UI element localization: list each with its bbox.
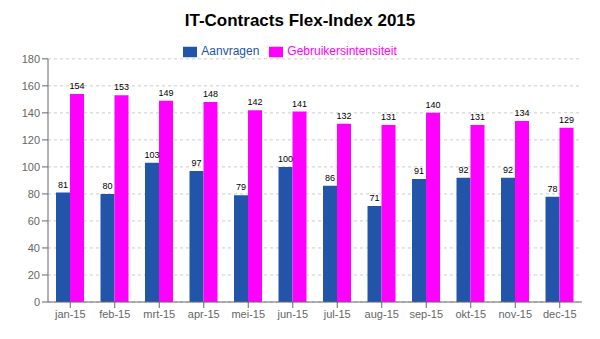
svg-text:81: 81 — [58, 180, 68, 190]
svg-text:80: 80 — [103, 181, 113, 191]
svg-text:103: 103 — [144, 150, 159, 160]
svg-text:160: 160 — [22, 80, 40, 92]
svg-text:sep-15: sep-15 — [409, 308, 443, 320]
svg-text:120: 120 — [22, 134, 40, 146]
svg-text:180: 180 — [22, 53, 40, 65]
svg-text:153: 153 — [114, 82, 129, 92]
svg-text:129: 129 — [559, 115, 574, 125]
svg-text:71: 71 — [370, 193, 380, 203]
svg-text:79: 79 — [236, 182, 246, 192]
svg-text:131: 131 — [470, 112, 485, 122]
svg-text:78: 78 — [548, 184, 558, 194]
svg-text:apr-15: apr-15 — [188, 308, 220, 320]
svg-text:140: 140 — [425, 100, 440, 110]
svg-text:140: 140 — [22, 107, 40, 119]
svg-text:148: 148 — [203, 89, 218, 99]
svg-text:100: 100 — [22, 161, 40, 173]
svg-text:60: 60 — [28, 215, 40, 227]
svg-text:154: 154 — [69, 81, 84, 91]
svg-text:97: 97 — [192, 158, 202, 168]
svg-text:40: 40 — [28, 242, 40, 254]
svg-text:132: 132 — [336, 111, 351, 121]
html-text:Aanvragen: Aanvragen — [201, 44, 260, 58]
svg-text:dec-15: dec-15 — [543, 308, 577, 320]
svg-text:mrt-15: mrt-15 — [143, 308, 175, 320]
svg-text:149: 149 — [158, 88, 173, 98]
svg-text:131: 131 — [381, 112, 396, 122]
svg-text:92: 92 — [459, 165, 469, 175]
svg-text:91: 91 — [414, 166, 424, 176]
svg-text:aug-15: aug-15 — [365, 308, 399, 320]
svg-text:jul-15: jul-15 — [323, 308, 351, 320]
svg-text:141: 141 — [292, 99, 307, 109]
svg-text:okt-15: okt-15 — [455, 308, 486, 320]
html-text:Gebruikersintensiteit: Gebruikersintensiteit — [287, 44, 397, 58]
svg-text:nov-15: nov-15 — [498, 308, 532, 320]
svg-text:mei-15: mei-15 — [231, 308, 265, 320]
svg-text:jun-15: jun-15 — [276, 308, 308, 320]
svg-text:92: 92 — [503, 165, 513, 175]
svg-text:0: 0 — [34, 296, 40, 308]
svg-text:142: 142 — [247, 97, 262, 107]
svg-text:80: 80 — [28, 188, 40, 200]
svg-text:20: 20 — [28, 269, 40, 281]
svg-text:86: 86 — [325, 173, 335, 183]
html-text:IT-Contracts Flex-Index 2015: IT-Contracts Flex-Index 2015 — [184, 11, 416, 30]
svg-text:feb-15: feb-15 — [99, 308, 130, 320]
svg-text:100: 100 — [278, 154, 293, 164]
svg-text:134: 134 — [514, 108, 529, 118]
svg-text:jan-15: jan-15 — [54, 308, 86, 320]
